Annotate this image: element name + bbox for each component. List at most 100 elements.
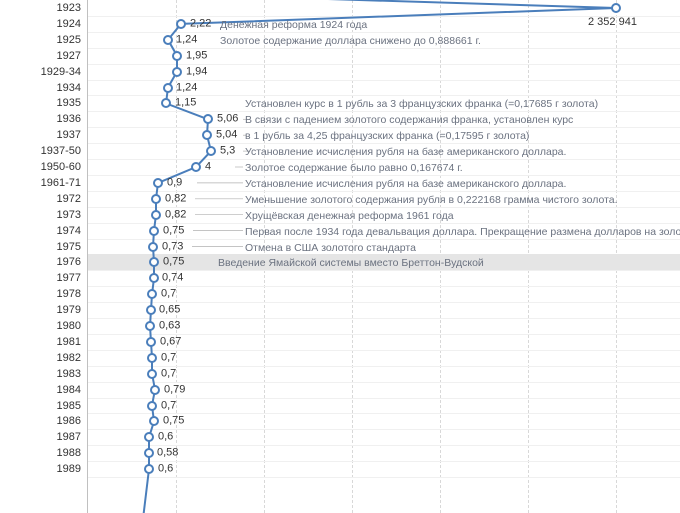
data-point bbox=[153, 178, 163, 188]
data-point bbox=[149, 226, 159, 236]
row-divider bbox=[88, 286, 680, 287]
value-label: 4 bbox=[205, 162, 211, 173]
value-label: 0,65 bbox=[159, 305, 180, 316]
year-label: 1975 bbox=[57, 242, 81, 253]
value-label: 0,73 bbox=[162, 241, 183, 252]
data-point bbox=[145, 321, 155, 331]
year-label: 1923 bbox=[57, 3, 81, 14]
year-label: 1980 bbox=[57, 321, 81, 332]
annotation-text: Уменьшение золотого содержания рубля в 0… bbox=[245, 194, 618, 206]
year-label: 1989 bbox=[57, 464, 81, 475]
value-label: 1,15 bbox=[175, 98, 196, 109]
year-label: 1979 bbox=[57, 305, 81, 316]
value-label: 0,82 bbox=[165, 209, 186, 220]
annotation-text: Хрущёвская денежная реформа 1961 года bbox=[245, 210, 454, 222]
row-divider bbox=[88, 48, 680, 49]
year-label: 1934 bbox=[57, 83, 81, 94]
annotation-text: Первая после 1934 года девальвация долла… bbox=[245, 226, 680, 238]
data-point bbox=[151, 210, 161, 220]
row-divider bbox=[88, 159, 680, 160]
data-point bbox=[176, 19, 186, 29]
data-point bbox=[147, 401, 157, 411]
data-point bbox=[149, 257, 159, 267]
value-label: 0,6 bbox=[158, 432, 173, 443]
timeline-chart: 19231924192519271929-3419341935193619371… bbox=[0, 0, 680, 513]
annotation-text: Установление исчисления рубля на базе ам… bbox=[245, 178, 566, 190]
data-point bbox=[144, 432, 154, 442]
data-point bbox=[148, 242, 158, 252]
value-label: 0,7 bbox=[161, 289, 176, 300]
annotation-text: Денежная реформа 1924 года bbox=[220, 19, 367, 31]
data-point bbox=[203, 114, 213, 124]
year-label: 1924 bbox=[57, 19, 81, 30]
year-label: 1982 bbox=[57, 353, 81, 364]
row-divider bbox=[88, 350, 680, 351]
data-point bbox=[163, 35, 173, 45]
data-point bbox=[172, 51, 182, 61]
value-label: 0,79 bbox=[164, 384, 185, 395]
year-label: 1983 bbox=[57, 369, 81, 380]
year-label: 1978 bbox=[57, 289, 81, 300]
year-label: 1927 bbox=[57, 51, 81, 62]
year-label: 1985 bbox=[57, 401, 81, 412]
data-point bbox=[172, 67, 182, 77]
value-label: 1,24 bbox=[176, 34, 197, 45]
annotation-text: в 1 рубль за 4,25 французских франка (=0… bbox=[245, 130, 529, 142]
value-label: 1,94 bbox=[186, 66, 207, 77]
annotation-text: Введение Ямайской системы вместо Бреттон… bbox=[218, 257, 484, 269]
annotation-text: В связи с падением золотого содержания ф… bbox=[245, 114, 573, 126]
value-label: 1,24 bbox=[176, 82, 197, 93]
row-divider bbox=[88, 127, 680, 128]
year-label: 1987 bbox=[57, 432, 81, 443]
year-label: 1929-34 bbox=[41, 67, 81, 78]
value-label: 5,04 bbox=[216, 130, 237, 141]
data-point bbox=[191, 162, 201, 172]
data-point bbox=[163, 83, 173, 93]
value-label: 0,58 bbox=[157, 448, 178, 459]
data-point bbox=[161, 98, 171, 108]
value-label: 0,82 bbox=[165, 193, 186, 204]
year-label: 1937-50 bbox=[41, 146, 81, 157]
year-label: 1981 bbox=[57, 337, 81, 348]
value-label: 0,75 bbox=[163, 225, 184, 236]
row-divider bbox=[88, 477, 680, 478]
year-label: 1984 bbox=[57, 385, 81, 396]
data-point bbox=[150, 385, 160, 395]
data-point bbox=[149, 273, 159, 283]
year-label: 1986 bbox=[57, 416, 81, 427]
data-point bbox=[149, 416, 159, 426]
peak-value-label: 2 352 941 bbox=[588, 16, 637, 28]
year-label: 1937 bbox=[57, 130, 81, 141]
annotation-text: Золотое содержание было равно 0,167674 г… bbox=[245, 162, 463, 174]
value-label: 0,67 bbox=[160, 336, 181, 347]
year-label: 1950-60 bbox=[41, 162, 81, 173]
data-point bbox=[147, 353, 157, 363]
data-point bbox=[146, 305, 156, 315]
data-point bbox=[206, 146, 216, 156]
data-point bbox=[611, 3, 621, 13]
value-label: 0,75 bbox=[163, 416, 184, 427]
annotation-text: Установлен курс в 1 рубль за 3 французск… bbox=[245, 98, 598, 110]
value-label: 5,3 bbox=[220, 146, 235, 157]
data-point bbox=[151, 194, 161, 204]
value-label: 0,9 bbox=[167, 177, 182, 188]
year-label: 1974 bbox=[57, 226, 81, 237]
value-label: 0,63 bbox=[159, 321, 180, 332]
value-label: 0,75 bbox=[163, 257, 184, 268]
value-label: 2,22 bbox=[190, 18, 211, 29]
year-label: 1936 bbox=[57, 114, 81, 125]
value-label: 0,7 bbox=[161, 368, 176, 379]
data-point bbox=[147, 289, 157, 299]
value-label: 1,95 bbox=[186, 50, 207, 61]
annotation-text: Отмена в США золотого стандарта bbox=[245, 242, 416, 254]
row-divider bbox=[88, 64, 680, 65]
data-point bbox=[147, 369, 157, 379]
year-label: 1925 bbox=[57, 35, 81, 46]
row-divider bbox=[88, 461, 680, 462]
data-point bbox=[146, 337, 156, 347]
data-point bbox=[202, 130, 212, 140]
value-label: 0,7 bbox=[161, 352, 176, 363]
row-divider bbox=[88, 429, 680, 430]
year-label: 1976 bbox=[57, 257, 81, 268]
year-label: 1973 bbox=[57, 210, 81, 221]
